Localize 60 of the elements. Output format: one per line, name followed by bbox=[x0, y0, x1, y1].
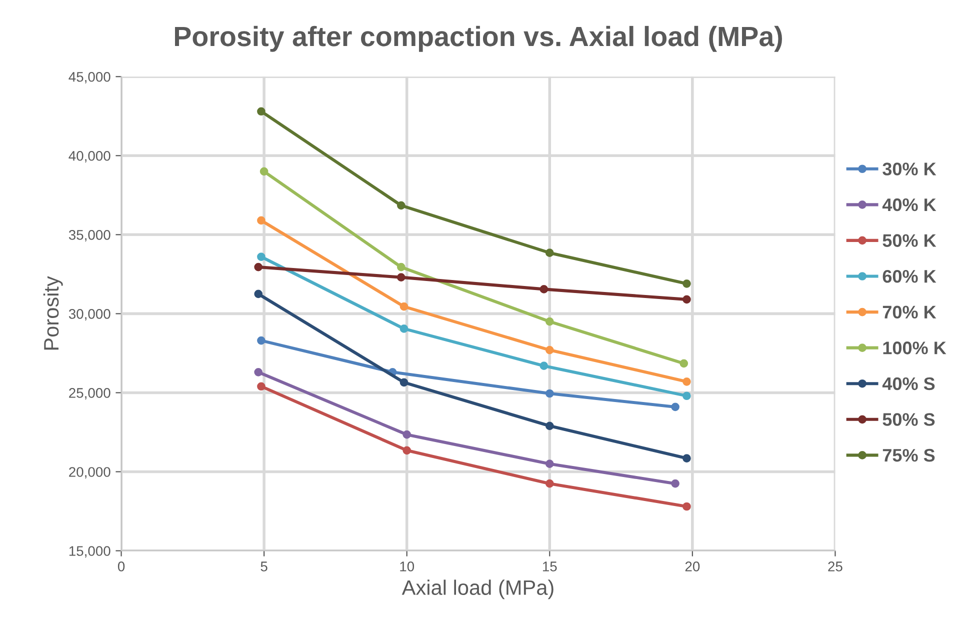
point bbox=[680, 359, 688, 368]
legend-label: 40% S bbox=[882, 377, 935, 390]
point bbox=[257, 216, 266, 225]
point bbox=[682, 295, 691, 304]
x-tick-label: 10 bbox=[400, 562, 414, 572]
point bbox=[254, 290, 263, 298]
legend-label: 100% K bbox=[883, 342, 946, 354]
point bbox=[540, 362, 548, 370]
point bbox=[396, 262, 406, 272]
point bbox=[396, 201, 406, 210]
x-axis-title: Axial load (MPa) bbox=[402, 580, 554, 600]
point bbox=[682, 502, 691, 511]
point bbox=[396, 273, 406, 282]
point bbox=[545, 422, 554, 430]
point bbox=[545, 248, 554, 258]
legend-label: 60% K bbox=[882, 270, 936, 283]
point bbox=[400, 378, 408, 387]
y-axis-title: Porosity bbox=[43, 276, 63, 350]
point bbox=[682, 377, 691, 386]
point bbox=[257, 382, 266, 391]
legend-label: 50% S bbox=[882, 413, 935, 426]
point bbox=[402, 446, 412, 455]
legend-label: 75% S bbox=[882, 448, 935, 462]
y-tick-label: 15,000 bbox=[69, 546, 110, 558]
point bbox=[545, 479, 554, 488]
y-tick-label: 25,000 bbox=[69, 388, 110, 400]
chart-title: Porosity after compaction vs. Axial load (MPa) bbox=[175, 26, 782, 52]
point bbox=[682, 392, 691, 400]
point bbox=[671, 402, 680, 412]
point bbox=[257, 252, 266, 261]
point bbox=[400, 324, 408, 333]
point bbox=[254, 368, 263, 376]
legend-label: 30% K bbox=[882, 162, 936, 176]
point bbox=[671, 479, 680, 488]
legend-label: 50% K bbox=[882, 234, 936, 247]
x-tick-label: 0 bbox=[118, 562, 125, 572]
x-tick-label: 25 bbox=[828, 562, 842, 572]
point bbox=[257, 336, 266, 345]
y-tick-label: 30,000 bbox=[68, 309, 110, 320]
legend-label: 70% K bbox=[882, 306, 936, 319]
point bbox=[254, 262, 263, 272]
x-tick-label: 20 bbox=[685, 562, 700, 572]
point bbox=[682, 279, 691, 288]
x-tick-label: 5 bbox=[260, 562, 268, 572]
y-tick-label: 45,000 bbox=[68, 72, 110, 84]
point bbox=[257, 107, 266, 116]
y-tick-label: 20,000 bbox=[69, 467, 110, 479]
point bbox=[545, 317, 554, 326]
y-tick-label: 40,000 bbox=[68, 150, 110, 162]
point bbox=[260, 167, 268, 176]
point bbox=[545, 346, 554, 354]
y-tick-label: 35,000 bbox=[68, 230, 110, 242]
x-tick-label: 15 bbox=[542, 562, 557, 572]
point bbox=[545, 460, 554, 468]
point bbox=[402, 430, 412, 439]
point bbox=[540, 285, 548, 294]
point bbox=[682, 454, 691, 462]
point bbox=[545, 389, 554, 398]
point bbox=[400, 302, 408, 311]
legend-label: 40% K bbox=[882, 198, 936, 212]
